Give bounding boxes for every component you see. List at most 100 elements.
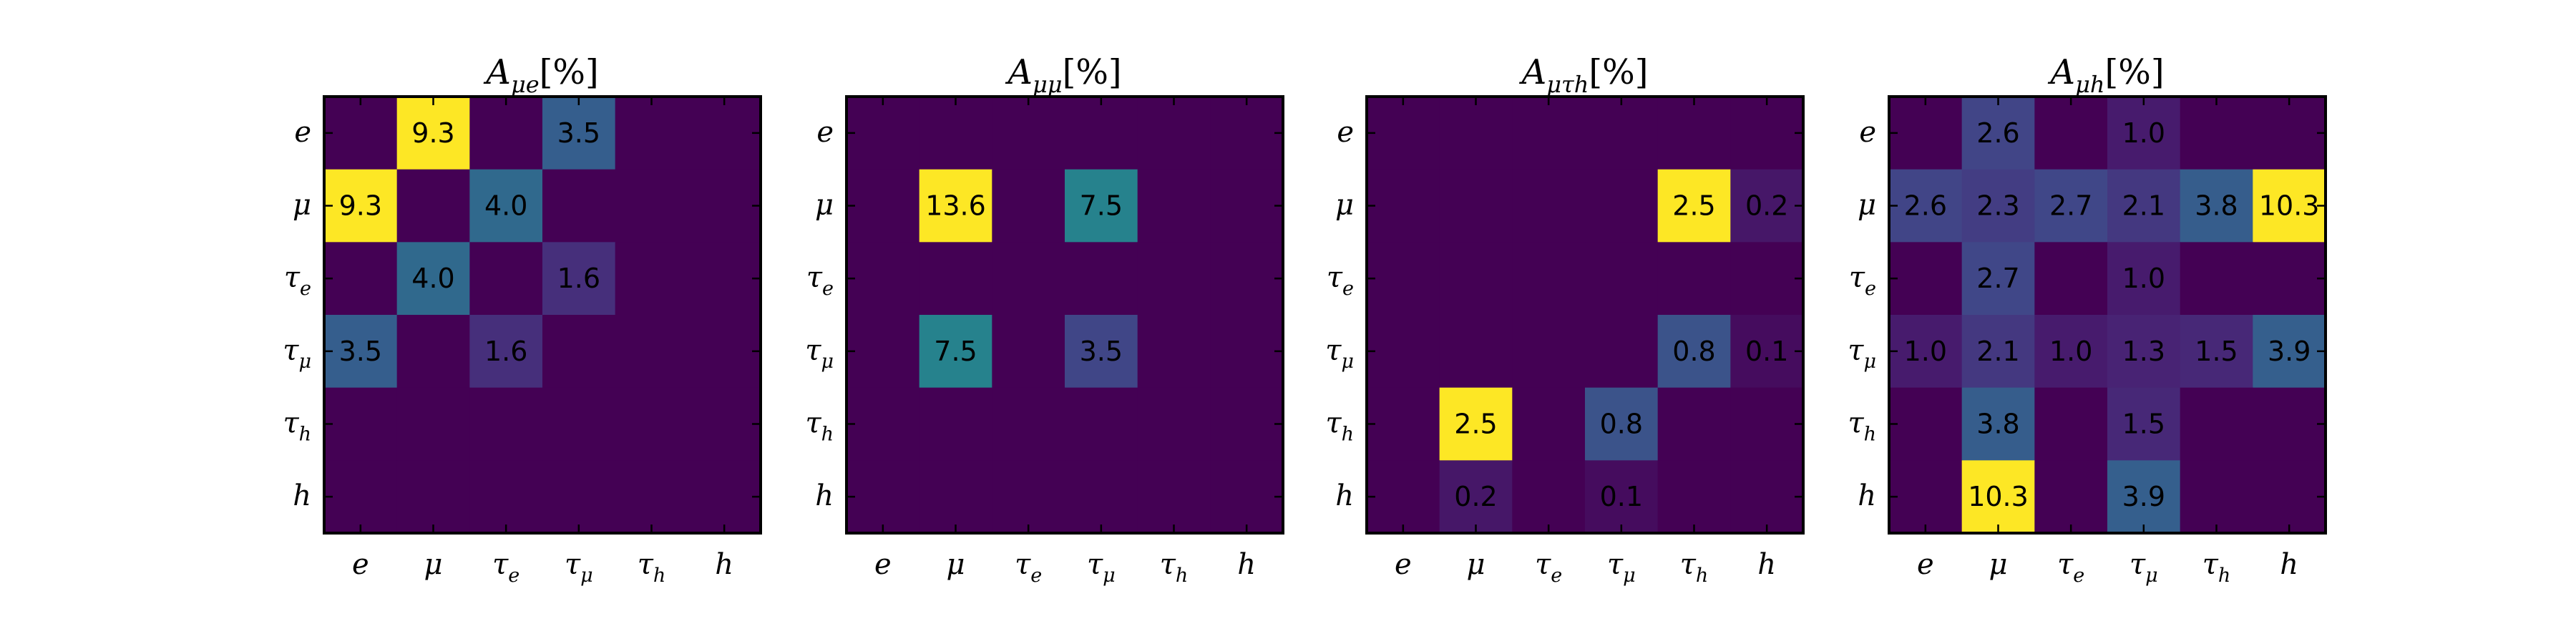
cell-value-label: 1.5 [2122,409,2165,440]
x-tick-label: e [1917,548,1934,581]
heatmap-cell [1065,97,1138,170]
heatmap-cell [1657,97,1731,170]
heatmap-cell [1961,242,2035,316]
heatmap-panel-4: 2.6 1.0 2.6 2.3 2.7 2.1 3.8 10.3 2.7 1.0 1.0 2.1 1.0… [1848,52,2327,587]
heatmap-cell [2180,315,2253,389]
heatmap-cell [615,242,688,316]
y-tick-label: τh [1848,407,1876,446]
heatmap-cell [324,97,398,170]
heatmap-cell [1065,387,1138,461]
cell-value-label: 2.7 [1976,263,2019,294]
x-tick-label: τe [1535,548,1562,587]
y-tick-label: τμ [283,334,311,373]
heatmap-cell [1512,97,1586,170]
heatmap-cell [1210,169,1284,243]
heatmap-cell [992,169,1065,243]
axes-frame [323,95,762,535]
chart-title: Aμe[%] [483,52,598,98]
heatmap-cell [1367,315,1440,389]
heatmap-cell [688,387,761,461]
cell-value-label: 3.9 [2122,481,2165,512]
chart-title: Aμτh[%] [1519,52,1649,98]
heatmap-cell [1657,169,1731,243]
cell-value-label: 1.0 [2049,336,2092,367]
heatmap-cell [2034,387,2108,461]
y-tick-label: e [294,116,311,149]
heatmap-cell [396,460,470,534]
x-tick-label: h [2280,548,2298,581]
heatmap-cell [1889,460,1963,534]
heatmap-cell [2253,169,2326,243]
heatmap-cell [1210,97,1284,170]
heatmap-cell [688,242,761,316]
heatmap-cell [1137,97,1211,170]
heatmap-cell [396,387,470,461]
heatmap-cell [1730,97,1804,170]
axes-frame [845,95,1284,535]
x-tick-label: h [1757,548,1776,581]
cell-value-label: 2.1 [2122,190,2165,222]
x-tick-label: e [352,548,369,581]
heatmap-cell [1367,387,1440,461]
y-tick-label: τe [806,261,834,300]
x-tick-label: h [715,548,733,581]
heatmap-cell [1439,169,1513,243]
heatmap-cell [1657,242,1731,316]
heatmap-cell [1065,242,1138,316]
heatmap-panel-2: 13.6 7.5 7.5 3.5 e μ τe τμ τh h e μ τe τμ τh h Aμμ[%] [805,52,1284,587]
heatmap-cell [1137,169,1211,243]
cell-value-label: 0.2 [1745,190,1788,222]
heatmap-cell [688,97,761,170]
heatmap-cell [1065,315,1138,389]
heatmap-cell [1210,242,1284,316]
heatmap-cell [1961,315,2035,389]
heatmap-cell [992,242,1065,316]
cell-value-label: 3.8 [2195,190,2238,222]
heatmap-cell [1585,242,1659,316]
cell-value-label: 1.0 [1904,336,1947,367]
heatmap-cell [542,315,616,389]
heatmap-cell [615,460,688,534]
heatmap-cell [1657,387,1731,461]
y-tick-label: μ [293,189,311,222]
heatmap-cell [1367,460,1440,534]
heatmap-cell [324,387,398,461]
heatmap-cell [688,169,761,243]
heatmap-cell [688,315,761,389]
heatmap-cell [2253,97,2326,170]
cell-value-label: 3.5 [339,336,382,367]
heatmap-cell [469,97,543,170]
heatmap-cell [2253,387,2326,461]
cell-value-label: 4.0 [411,263,454,294]
heatmap-cell [615,169,688,243]
y-tick-label: e [1337,116,1354,149]
cell-value-label: 9.3 [411,117,454,149]
heatmap-cell [1585,387,1659,461]
heatmap-cell [992,315,1065,389]
heatmap-cell [396,97,470,170]
cell-value-label: 1.6 [484,336,527,367]
heatmap-cell [396,242,470,316]
cell-value-label: 1.5 [2195,336,2238,367]
cell-value-label: 4.0 [484,190,527,222]
y-tick-label: μ [1335,189,1354,222]
cell-value-label: 2.3 [1976,190,2019,222]
heatmap-cell [919,169,992,243]
heatmap-cell [1137,242,1211,316]
heatmap-cell [324,460,398,534]
heatmap-cell [469,169,543,243]
heatmap-cell [2034,169,2108,243]
heatmap-cell [1137,315,1211,389]
heatmap-cell [396,315,470,389]
heatmap-cell [1585,97,1659,170]
x-tick-label: τμ [1607,548,1636,587]
heatmap-cell [1961,460,2035,534]
y-tick-label: τμ [1325,334,1354,373]
cell-value-label: 2.7 [2049,190,2092,222]
x-tick-label: e [1395,548,1412,581]
heatmap-cell [1439,460,1513,534]
x-tick-label: μ [424,548,443,581]
cell-value-label: 2.6 [1904,190,1947,222]
heatmap-cell [688,460,761,534]
x-tick-label: μ [947,548,965,581]
